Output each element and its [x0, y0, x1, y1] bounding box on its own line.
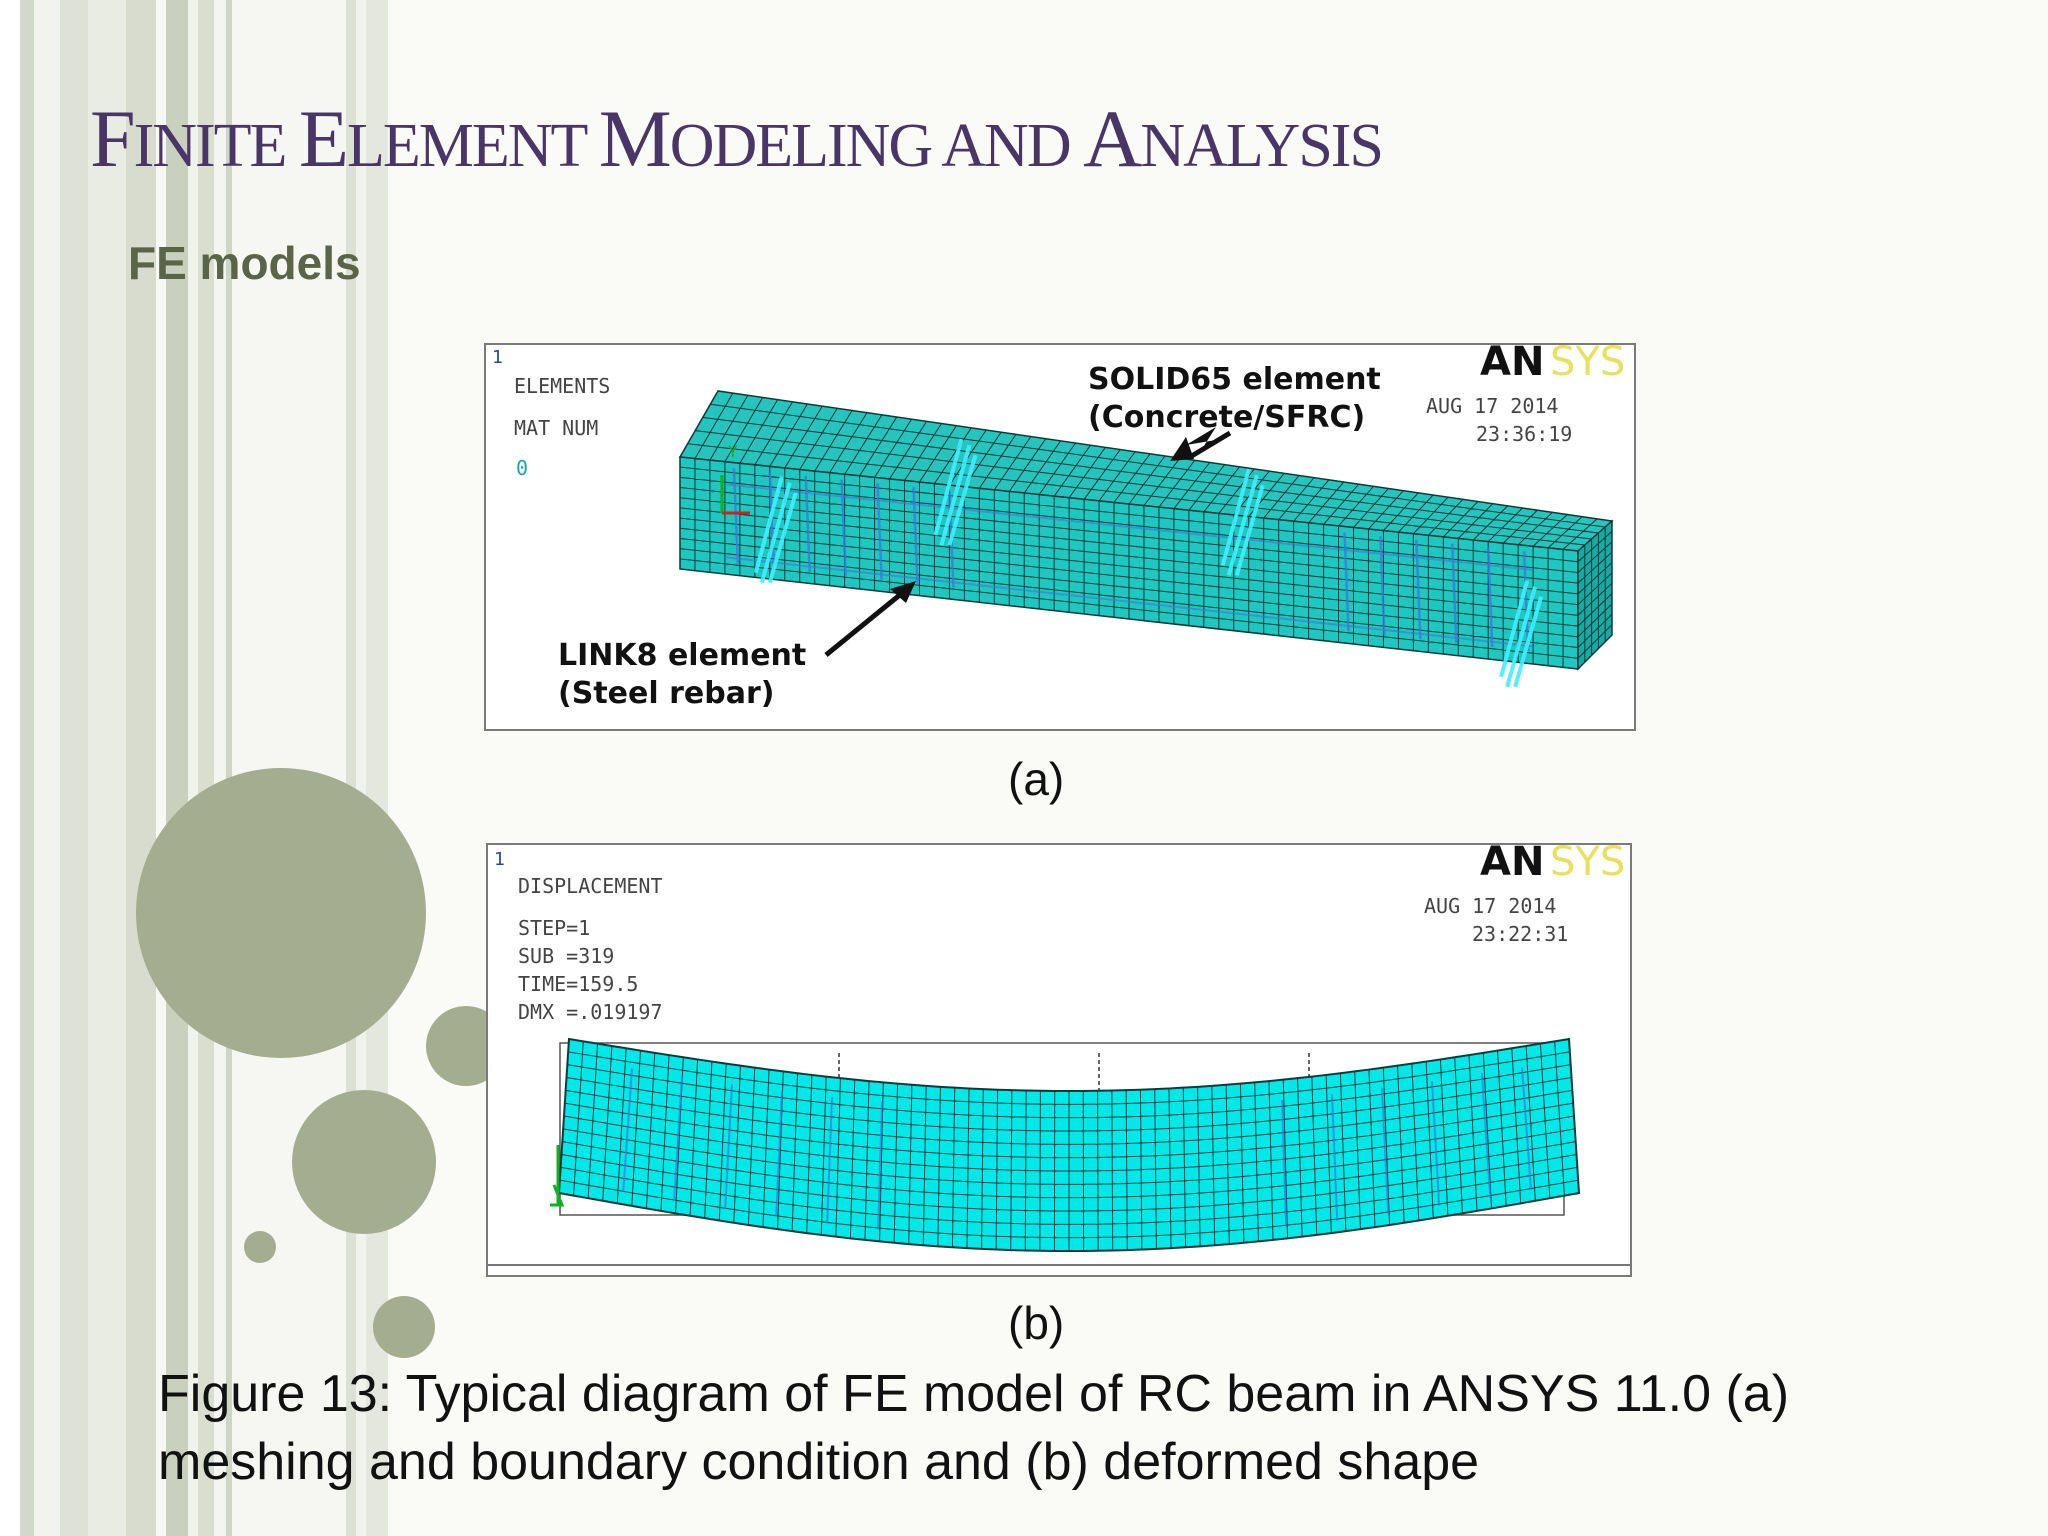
time-label: 23:36:19	[1476, 422, 1572, 446]
link8-sublabel: (Steel rebar)	[558, 676, 774, 711]
decor-stripe	[34, 0, 60, 1536]
decor-stripe	[356, 0, 366, 1536]
step-value: STEP=1	[518, 916, 590, 940]
date-label: AUG 17 2014	[1424, 894, 1556, 918]
title-part: ODELING AND	[669, 112, 1084, 180]
boundary-condition-symbol	[933, 438, 978, 546]
ansys-logo-sys: SYS	[1550, 345, 1625, 385]
decor-stripe	[60, 0, 88, 1536]
title-part: F	[90, 93, 136, 184]
support-symbol	[550, 1145, 565, 1207]
solid65-sublabel: (Concrete/SFRC)	[1088, 400, 1365, 435]
axis-y-label: Y	[728, 442, 738, 461]
figure-caption: Figure 13: Typical diagram of FE model o…	[158, 1365, 1790, 1491]
title-part: NALYSIS	[1140, 112, 1384, 180]
title-part: LEMENT	[347, 112, 599, 180]
decor-stripe	[188, 0, 198, 1536]
decor-stripe	[20, 0, 34, 1536]
time-value: TIME=159.5	[518, 972, 638, 996]
figure-b-drawing: 1 DISPLACEMENT STEP=1 SUB =319 TIME=159.…	[488, 845, 1630, 1266]
decor-stripe	[166, 0, 188, 1536]
title-part: A	[1083, 93, 1142, 184]
decor-stripe	[126, 0, 156, 1536]
displacement-header: DISPLACEMENT	[518, 874, 663, 898]
decor-stripe	[156, 0, 166, 1536]
elements-header: ELEMENTS	[514, 374, 610, 398]
corner-number: 1	[494, 849, 505, 870]
longitudinal-rebar	[724, 556, 1534, 648]
title-part: M	[598, 93, 672, 184]
figure-a-label: (a)	[1008, 753, 1065, 805]
decor-stripe	[198, 0, 214, 1536]
sub-value: SUB =319	[518, 944, 614, 968]
deformed-mesh-lines	[559, 1041, 1579, 1251]
zero-value: 0	[516, 456, 528, 480]
stirrup-lines	[622, 1067, 1532, 1230]
arrow-head	[1186, 427, 1230, 449]
decor-stripe	[346, 0, 356, 1536]
figure-b-panel: 1 DISPLACEMENT STEP=1 SUB =319 TIME=159.…	[486, 843, 1632, 1277]
arrow-head	[1170, 437, 1194, 461]
mat-num-label: MAT NUM	[514, 416, 598, 440]
ansys-logo-sys: SYS	[1550, 845, 1625, 885]
end-mesh-lines	[1577, 527, 1613, 663]
beam-end-face	[1577, 519, 1613, 671]
link8-arrow	[824, 583, 914, 657]
dmx-value: DMX =.019197	[518, 1000, 663, 1024]
figure-b-label: (b)	[1008, 1297, 1065, 1349]
slide-title: FINITE ELEMENT MODELING AND ANALYSIS	[90, 92, 1384, 186]
decor-stripe	[226, 0, 232, 1536]
boundary-condition-symbol	[753, 476, 798, 584]
date-label: AUG 17 2014	[1426, 394, 1558, 418]
solid65-label: SOLID65 element	[1088, 362, 1381, 397]
beam-3d-mesh	[678, 390, 1614, 688]
top-mesh-lines	[687, 392, 1606, 550]
boundary-condition-symbol	[1220, 468, 1265, 576]
decor-stripe	[214, 0, 226, 1536]
ansys-logo-an: AN	[1480, 345, 1544, 385]
boundary-condition-symbol	[1499, 580, 1544, 688]
link8-label: LINK8 element	[558, 638, 806, 673]
title-part: INITE	[133, 112, 299, 180]
decor-circle	[292, 1090, 436, 1234]
decor-circle	[373, 1296, 435, 1358]
figure-a-drawing: 1 ELEMENTS MAT NUM 0 AN SYS AUG 17 2014 …	[492, 345, 1625, 711]
decor-stripe	[88, 0, 126, 1536]
arrow-head	[890, 581, 916, 603]
slide-subtitle: FE models	[128, 237, 361, 289]
solid65-arrow	[1188, 430, 1232, 460]
decor-circle	[244, 1231, 276, 1263]
longitudinal-rebar	[724, 483, 1534, 571]
decor-circle	[136, 768, 426, 1058]
time-label: 23:22:31	[1472, 922, 1568, 946]
decor-stripe	[0, 0, 20, 1536]
corner-number: 1	[492, 347, 503, 368]
ansys-logo-an: AN	[1480, 845, 1544, 885]
deformed-beam-mesh	[488, 1037, 1630, 1266]
figure-a-panel: 1 ELEMENTS MAT NUM 0 AN SYS AUG 17 2014 …	[484, 343, 1636, 731]
title-part: E	[298, 93, 349, 184]
